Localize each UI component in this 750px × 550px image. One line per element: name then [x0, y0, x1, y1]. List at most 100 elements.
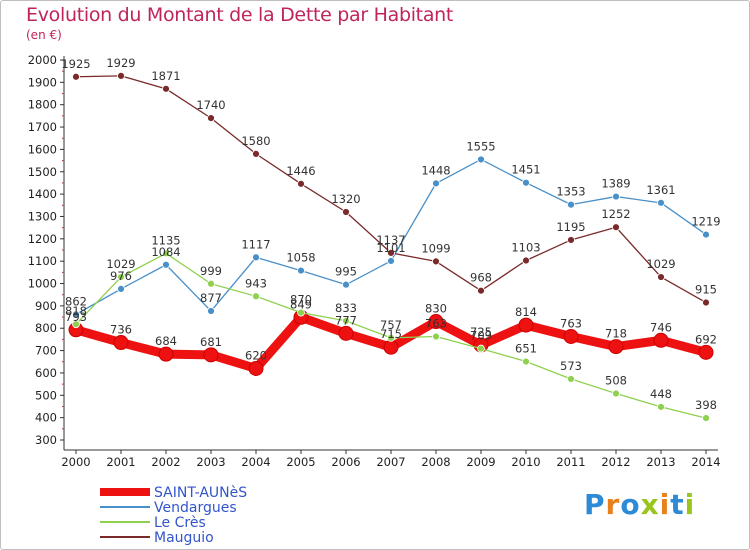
- data-point: [117, 273, 125, 281]
- data-label: 757: [380, 318, 402, 332]
- y-tick-label: 1100: [28, 254, 57, 268]
- data-label: 1058: [286, 251, 315, 265]
- data-point: [567, 200, 575, 209]
- data-point: [162, 249, 170, 258]
- data-label: 1137: [376, 233, 405, 247]
- data-label: 1353: [556, 185, 585, 199]
- data-point: [702, 230, 710, 239]
- y-tick-label: 1400: [28, 187, 57, 201]
- x-tick-label: 2002: [151, 455, 180, 469]
- data-point: [608, 339, 624, 355]
- x-tick-label: 2001: [106, 455, 135, 469]
- legend-label: SAINT-AUNèS: [154, 485, 247, 501]
- data-label: 1448: [421, 163, 450, 177]
- data-label: 777: [335, 313, 357, 327]
- logo-letter: i: [659, 488, 671, 521]
- logo-letter: P: [584, 488, 606, 521]
- data-point: [428, 314, 444, 330]
- x-tick-label: 2012: [601, 455, 630, 469]
- data-label: 1103: [511, 241, 540, 255]
- data-point: [162, 260, 170, 269]
- data-point: [612, 223, 620, 232]
- x-tick-label: 2007: [376, 455, 405, 469]
- y-tick-label: 900: [35, 299, 57, 313]
- data-label: 573: [560, 359, 582, 373]
- data-label: 651: [515, 342, 537, 356]
- data-point: [653, 332, 669, 348]
- legend-label: Mauguio: [154, 530, 214, 546]
- data-label: 1361: [646, 183, 675, 197]
- chart-unit: (en €): [26, 28, 62, 42]
- data-label: 814: [515, 305, 537, 319]
- y-tick-label: 800: [35, 321, 57, 335]
- data-label: 763: [425, 317, 447, 331]
- data-point: [567, 236, 575, 244]
- data-point: [522, 178, 530, 187]
- y-tick-label: 2000: [28, 53, 57, 67]
- data-point: [563, 329, 579, 345]
- data-point: [72, 320, 80, 329]
- data-label: 1099: [421, 241, 450, 255]
- x-tick-label: 2011: [556, 455, 585, 469]
- data-label: 1740: [196, 98, 225, 112]
- y-tick-label: 300: [35, 433, 57, 447]
- x-tick-label: 2009: [466, 455, 495, 469]
- x-tick-label: 2008: [421, 455, 450, 469]
- data-point: [522, 357, 530, 366]
- data-point: [522, 256, 530, 265]
- y-tick-label: 1500: [28, 165, 57, 179]
- x-tick-label: 2013: [646, 455, 675, 469]
- data-point: [657, 273, 665, 281]
- y-tick-label: 1800: [28, 98, 57, 112]
- data-point: [383, 339, 399, 355]
- data-point: [567, 375, 575, 383]
- y-tick-label: 1000: [28, 277, 57, 291]
- data-point: [297, 179, 305, 188]
- data-point: [477, 344, 485, 353]
- y-tick-label: 1200: [28, 232, 57, 246]
- data-point: [203, 347, 219, 363]
- data-label: 1925: [61, 57, 90, 71]
- data-point: [342, 208, 350, 216]
- data-point: [698, 344, 714, 360]
- data-label: 1029: [106, 257, 135, 271]
- data-point: [207, 307, 215, 315]
- proxiti-logo: Proxiti: [584, 488, 695, 521]
- data-point: [158, 346, 174, 362]
- data-label: 715: [380, 327, 402, 341]
- x-tick-label: 2006: [331, 455, 360, 469]
- x-tick-label: 2010: [511, 455, 540, 469]
- data-label: 718: [605, 327, 627, 341]
- data-point: [248, 360, 264, 376]
- data-label: 1929: [106, 56, 135, 70]
- data-point: [387, 333, 395, 342]
- legend-label: Le Crès: [154, 515, 206, 531]
- data-label: 1555: [466, 139, 495, 153]
- y-tick-label: 400: [35, 411, 57, 425]
- data-point: [297, 266, 305, 275]
- y-tick-label: 1300: [28, 209, 57, 223]
- data-point: [387, 249, 395, 257]
- data-point: [518, 317, 534, 333]
- data-label: 999: [200, 264, 222, 278]
- y-tick-label: 1600: [28, 142, 57, 156]
- data-label: 995: [335, 265, 357, 279]
- data-point: [342, 280, 350, 289]
- logo-letter: r: [605, 488, 621, 521]
- data-label: 508: [605, 374, 627, 388]
- data-point: [252, 292, 260, 301]
- data-point: [252, 149, 260, 158]
- logo-letter: t: [670, 488, 685, 521]
- data-label: 448: [650, 387, 672, 401]
- data-label: 976: [110, 269, 132, 283]
- y-tick-label: 700: [35, 344, 57, 358]
- logo-letter: x: [640, 488, 660, 521]
- data-label: 1389: [601, 177, 630, 191]
- logo-letter: o: [620, 488, 641, 521]
- data-point: [612, 192, 620, 201]
- data-point: [72, 72, 80, 81]
- y-tick-label: 1900: [28, 75, 57, 89]
- data-label: 943: [245, 276, 267, 290]
- data-point: [387, 257, 395, 265]
